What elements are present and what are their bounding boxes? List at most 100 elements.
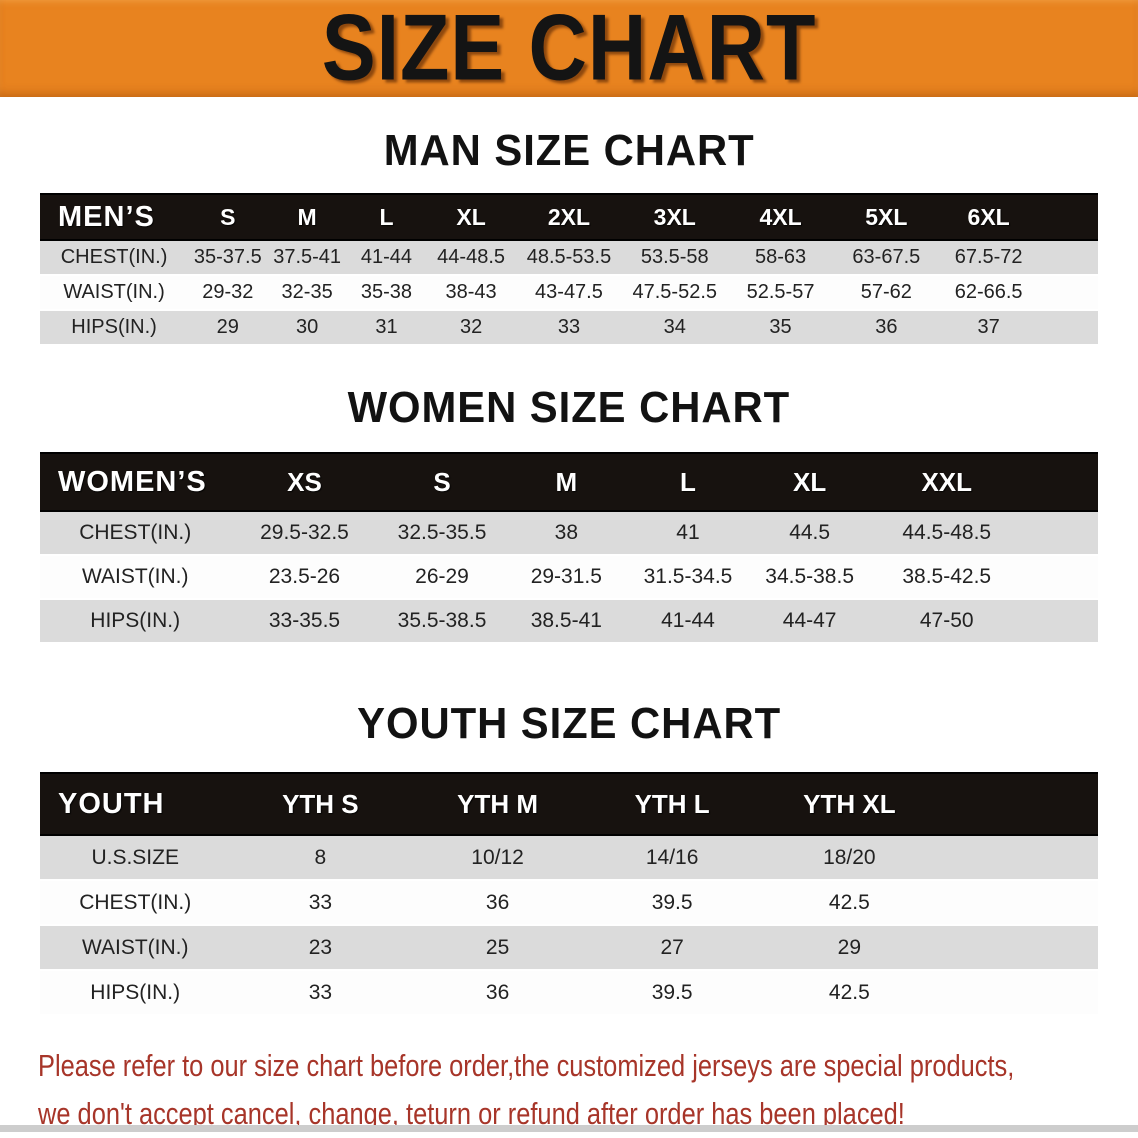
size-column-header: M [505,452,628,512]
women-section-heading: WOMEN SIZE CHART [347,383,791,432]
size-value-cell: 37.5-41 [273,246,342,268]
size-value-cell: 33-35.5 [268,609,341,632]
section-men: MAN SIZE CHART MEN’S S M L XL 2XL 3XL 4XL 5XL 6XL… [0,127,1138,346]
size-value-cell: 23 [308,935,333,959]
size-column-header: S [188,193,268,241]
size-column-header: XL [426,193,517,241]
row-spacer-cell [939,925,1098,970]
size-value-cell: 41-44 [661,609,715,632]
size-value-cell: 31.5-34.5 [643,565,733,588]
size-value-cell: 44.5-48.5 [902,521,992,544]
size-value-cell: 34.5-38.5 [765,565,855,588]
size-value-cell: 32 [459,316,483,338]
measurement-row: CHEST(IN.) 29.5-32.5 32.5-35.5 38 41 44.5 44.5… [40,511,1098,555]
table-title-cell: WOMEN’S [40,452,231,512]
measurement-row: CHEST(IN.) 35-37.5 37.5-41 41-44 44-48.5 48.5… [40,240,1098,275]
size-value-cell: 38 [554,521,578,544]
size-value-cell: 47.5-52.5 [632,281,718,303]
size-value-cell: 34 [663,316,686,338]
size-value-cell: 32-35 [281,281,333,303]
measurement-row: WAIST(IN.) 23 25 27 29 [40,925,1098,970]
size-value-cell: 36 [875,316,898,338]
mens-size-table: MEN’S S M L XL 2XL 3XL 4XL 5XL 6XL CHEST(IN.) 35-37… [40,193,1098,346]
size-value-cell: 67.5-72 [954,246,1023,268]
women-heading-wrap: WOMEN SIZE CHART [0,384,1138,432]
size-value-cell: 30 [296,316,319,338]
row-label: CHEST(IN.) [79,890,192,914]
note-line-1: Please refer to our size chart before or… [38,1048,1015,1083]
table-header-row: MEN’S S M L XL 2XL 3XL 4XL 5XL 6XL [40,193,1098,241]
size-column-header: 6XL [939,193,1098,241]
size-value-cell: 29-31.5 [530,565,602,588]
size-value-cell: 29 [837,935,862,959]
size-value-cell: 35 [769,316,792,338]
row-label: HIPS(IN.) [90,980,181,1004]
measurement-row: HIPS(IN.) 33-35.5 35.5-38.5 38.5-41 41-44 44-… [40,599,1098,643]
size-value-cell: 31 [375,316,398,338]
header-spacer-cell [939,772,1098,836]
table-header-row: WOMEN’S XS S M L XL XXL [40,452,1098,512]
men-heading-wrap: MAN SIZE CHART [0,127,1138,175]
size-value-cell: 35-38 [360,281,413,303]
size-value-cell: 41-44 [360,246,413,268]
size-value-cell: 18/20 [823,845,876,869]
table-title-cell: YOUTH [40,772,231,836]
size-value-cell: 43-47.5 [535,281,603,303]
size-column-header: 2XL [516,193,622,241]
size-column-header: XS [230,452,379,512]
row-label: WAIST(IN.) [81,935,189,959]
size-value-cell: 35.5-38.5 [397,609,487,632]
size-value-cell: 38-43 [445,281,497,303]
size-column-header: L [627,452,749,512]
size-value-cell: 47-50 [919,609,974,632]
size-column-header: YTH L [584,772,760,836]
banner: SIZE CHART [0,0,1138,97]
table-header-row: YOUTH YTH S YTH M YTH L YTH XL [40,772,1098,836]
size-value-cell: 58-63 [754,246,807,268]
size-value-cell: 8 [314,845,327,869]
size-value-cell: 44.5 [789,521,831,544]
size-value-cell: 14/16 [645,845,699,869]
size-value-cell: 41 [676,521,700,544]
order-note: Please refer to our size chart before or… [38,1042,1138,1138]
size-value-cell: 33 [308,980,333,1004]
size-column-header: YTH M [410,772,585,836]
youth-heading-wrap: YOUTH SIZE CHART [0,700,1138,748]
size-column-header: XL [748,452,871,512]
measurement-row: WAIST(IN.) 23.5-26 26-29 29-31.5 31.5-34.5 34… [40,555,1098,599]
size-column-header: 4XL [727,193,834,241]
measurement-row: WAIST(IN.) 29-32 32-35 35-38 38-43 43-47.5 47.… [40,275,1098,310]
row-label: WAIST(IN.) [81,565,189,588]
measurement-row: CHEST(IN.) 33 36 39.5 42.5 [40,880,1098,925]
size-value-cell: 57-62 [860,281,912,303]
size-value-cell: 33 [557,316,581,338]
size-value-cell: 33 [308,890,333,914]
size-value-cell: 38.5-42.5 [902,565,992,588]
size-value-cell: 32.5-35.5 [397,521,487,544]
row-spacer-cell [939,835,1098,880]
size-value-cell: 36 [485,890,510,914]
size-value-cell: 25 [485,935,510,959]
size-value-cell: 48.5-53.5 [526,246,612,268]
measurement-row: U.S.SIZE 8 10/12 14/16 18/20 [40,835,1098,880]
size-column-header: L [346,193,427,241]
section-women: WOMEN SIZE CHART WOMEN’S XS S M L XL XXL CHEST(… [0,384,1138,644]
size-column-header: 3XL [621,193,728,241]
size-value-cell: 53.5-58 [640,246,709,268]
size-column-header: YTH XL [759,772,940,836]
size-column-header: XXL [870,452,1098,512]
measurement-row: HIPS(IN.) 33 36 39.5 42.5 [40,970,1098,1015]
banner-title: SIZE CHART [321,0,817,101]
row-label: CHEST(IN.) [60,246,168,268]
table-title-cell: MEN’S [40,193,189,241]
size-value-cell: 38.5-41 [530,609,602,632]
size-value-cell: 37 [977,316,1000,338]
size-value-cell: 29.5-32.5 [260,521,349,544]
size-value-cell: 62-66.5 [954,281,1023,303]
row-label: HIPS(IN.) [90,609,181,632]
row-label: U.S.SIZE [91,845,179,869]
womens-size-table: WOMEN’S XS S M L XL XXL CHEST(IN.) 29.5-32.5 32.5… [40,452,1098,644]
size-value-cell: 39.5 [651,890,693,914]
size-value-cell: 23.5-26 [268,565,341,588]
